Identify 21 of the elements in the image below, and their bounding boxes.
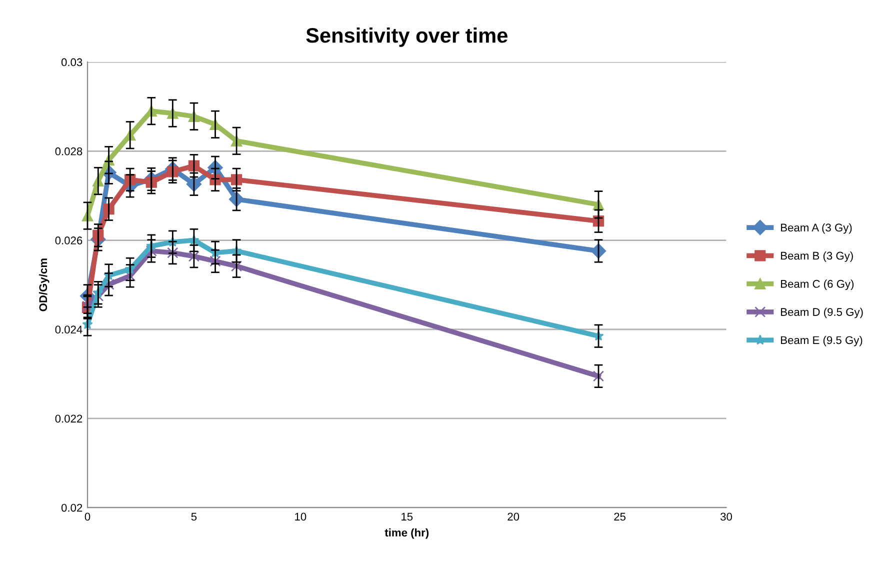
x-tick-label: 10 xyxy=(295,512,306,521)
x-tick-label: 5 xyxy=(191,512,197,521)
y-axis-title: OD/Gy/cm xyxy=(38,258,50,312)
y-tick-label: 0.028 xyxy=(55,147,82,156)
x-tick-label: 0 xyxy=(84,512,90,521)
y-tick-label: 0.022 xyxy=(55,414,82,423)
legend-label: Beam A (3 Gy) xyxy=(781,223,852,234)
y-tick-label: 0.026 xyxy=(55,236,82,244)
y-tick-label: 0.03 xyxy=(61,58,82,66)
y-tick-label: 0.024 xyxy=(55,326,82,334)
x-tick-label: 15 xyxy=(402,512,413,521)
y-tick-label: 0.02 xyxy=(61,504,82,512)
chart-title: Sensitivity over time xyxy=(306,28,508,47)
legend-label: Beam D (9.5 Gy) xyxy=(781,308,863,318)
x-tick-label: 30 xyxy=(720,512,732,521)
x-tick-label: 25 xyxy=(614,512,626,521)
x-axis-title: time (hr) xyxy=(384,528,429,539)
legend-label: Beam E (9.5 Gy) xyxy=(781,336,862,346)
x-tick-label: 20 xyxy=(508,512,520,521)
legend-label: Beam C (6 Gy) xyxy=(781,280,854,290)
legend-label: Beam B (3 Gy) xyxy=(781,252,853,262)
